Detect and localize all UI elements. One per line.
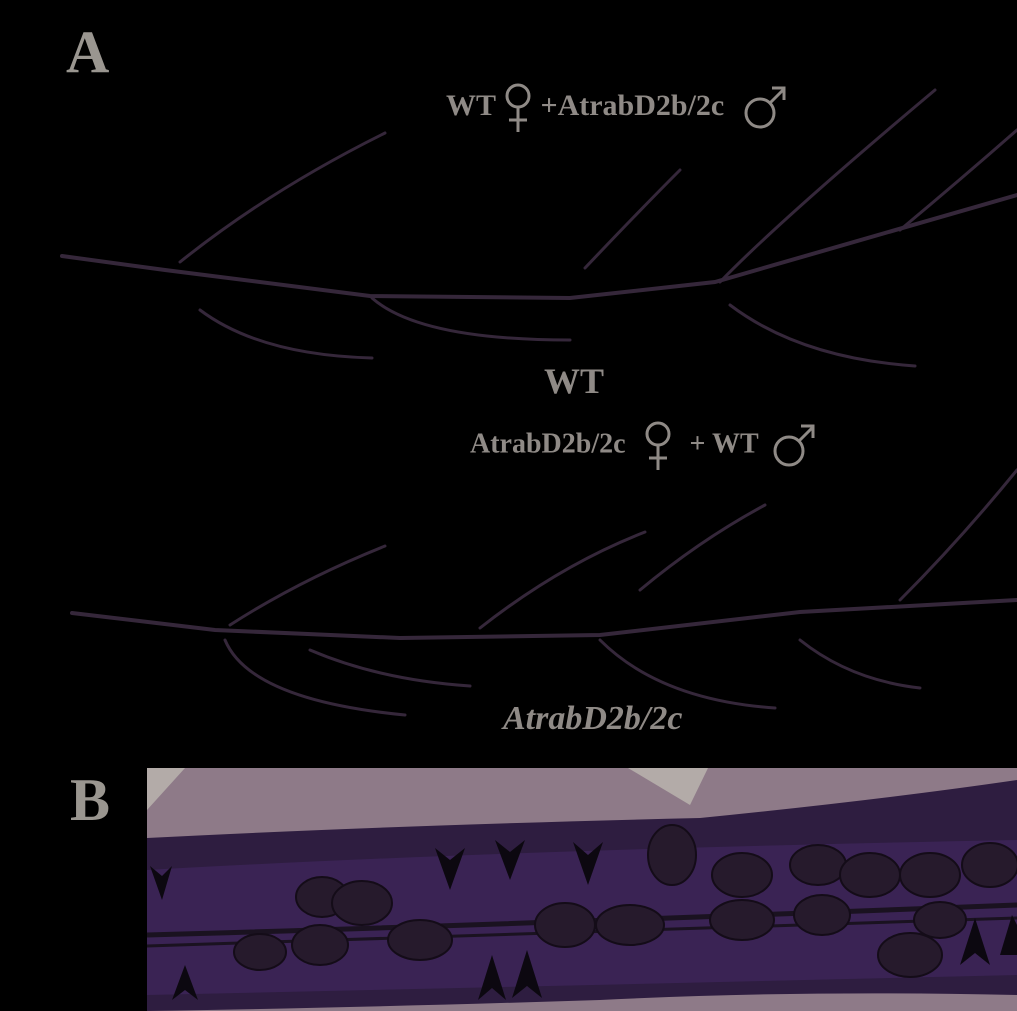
seed-icon [711,852,773,898]
arrowhead-icon [150,866,172,900]
cross-bottom-label: AtrabD2b/2c + WT [470,420,817,472]
female-symbol-icon [645,421,671,470]
seed-icon [789,844,847,886]
seed-icon [793,894,851,936]
seed-icon [291,924,349,966]
male-symbol-icon [773,424,815,467]
silique [798,638,922,690]
cross-bottom-middle: + WT [689,428,759,460]
seed-icon [331,880,393,926]
silique [178,131,387,264]
arrowhead-icon [478,955,506,1000]
silique [638,503,767,592]
arrowhead-icon [960,918,990,965]
silique [583,168,682,270]
seed-icon [647,824,697,886]
cross-top-middle: +AtrabD2b/2c [540,88,725,122]
male-symbol-icon [744,86,786,129]
female-symbol-icon [505,83,531,132]
silique [478,530,647,630]
label-mutant: AtrabD2b/2c [503,700,683,737]
silique [728,303,917,368]
seed-icon [961,842,1017,888]
seed-icon [877,932,943,978]
stem-top [60,193,1017,301]
silique [370,296,572,342]
seed-icon [387,919,453,961]
silique [898,468,1017,602]
silique [598,638,777,710]
cross-top-prefix: WT [446,88,496,122]
seed-icon [233,933,287,971]
seed-icon [595,904,665,946]
silique [198,308,374,360]
cross-bottom-prefix: AtrabD2b/2c [470,428,626,460]
label-wt: WT [544,361,605,401]
seed-icon [913,901,967,939]
panel-b-letter: B [70,767,111,833]
silique [308,648,472,688]
stem-bottom [70,598,1017,641]
arrowhead-icon [495,840,525,880]
silique [718,88,937,284]
seed-icon [709,899,775,941]
silique [223,638,407,717]
cross-top-label: WT +AtrabD2b/2c [446,82,788,134]
arrowhead-icon [172,965,198,1000]
arrowhead-icon [512,950,542,998]
panel-a-inflorescence-images [60,88,1017,717]
silique [898,128,1017,232]
panel-a-letter: A [66,19,110,85]
arrowhead-icon [435,848,465,890]
seed-icon [899,852,961,898]
seed-icon [534,902,596,948]
seed-icon [839,852,901,898]
silique [228,544,387,627]
arrowhead-icon [1000,915,1017,955]
arrowhead-icon [573,842,603,885]
